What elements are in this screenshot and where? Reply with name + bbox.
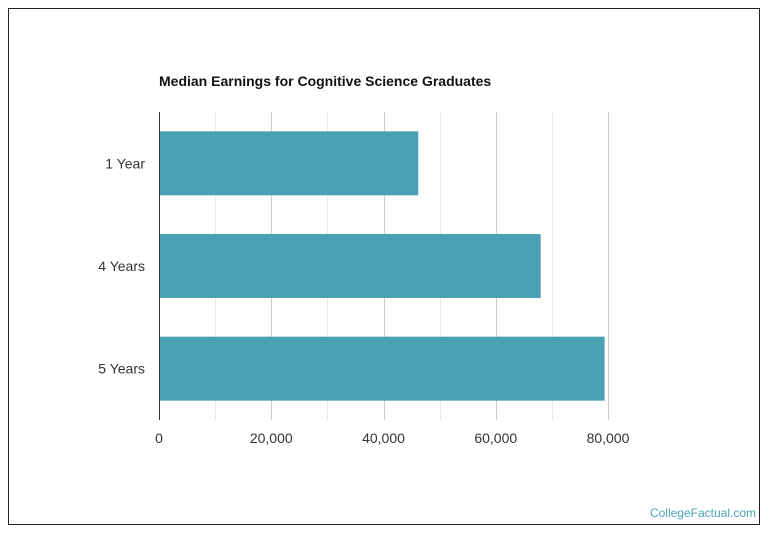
bar	[159, 336, 605, 401]
x-tick-label: 60,000	[474, 430, 517, 446]
category-label: 5 Years	[98, 361, 145, 377]
watermark-link[interactable]: CollegeFactual.com	[649, 506, 756, 520]
x-tick-label: 80,000	[587, 430, 630, 446]
x-tick-label: 20,000	[250, 430, 293, 446]
category-label: 1 Year	[105, 155, 145, 171]
category-label: 4 Years	[98, 258, 145, 274]
chart-title: Median Earnings for Cognitive Science Gr…	[159, 73, 492, 89]
x-tick-label: 0	[155, 430, 163, 446]
x-tick-label: 40,000	[362, 430, 405, 446]
bar	[159, 131, 419, 196]
bar	[159, 234, 541, 298]
